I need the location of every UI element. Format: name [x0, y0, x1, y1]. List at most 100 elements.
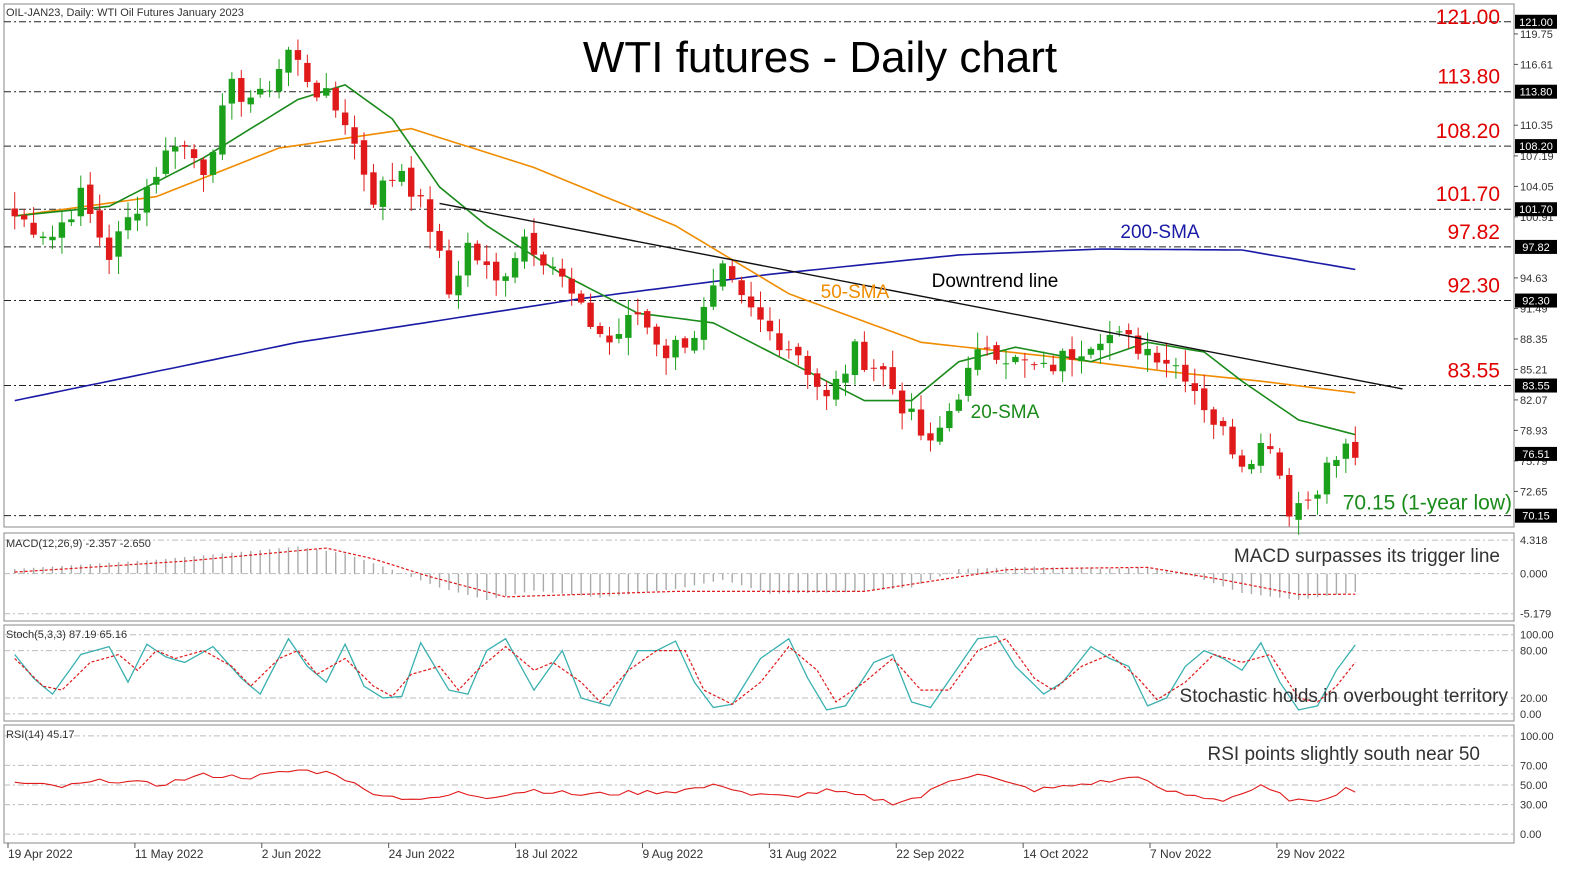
- stoch-tick-label-1: 80.00: [1520, 646, 1548, 658]
- candle-body: [615, 334, 623, 339]
- candle-body: [823, 389, 830, 397]
- y-tick-label-4: 104.05: [1520, 181, 1554, 193]
- candle-body: [738, 280, 745, 296]
- candle-body: [1002, 363, 1010, 365]
- candle-body: [776, 333, 783, 351]
- candle-body: [483, 261, 490, 266]
- rsi-annotation: RSI points slightly south near 50: [1208, 744, 1481, 765]
- macd-tick-label-1: 0.000: [1520, 569, 1548, 581]
- candle-body: [1210, 409, 1217, 425]
- candle-body: [172, 146, 179, 152]
- candle-body: [1021, 359, 1029, 361]
- candle-body: [1257, 443, 1265, 466]
- candle-body: [502, 276, 509, 281]
- candle-body: [729, 266, 736, 279]
- candle-body: [200, 159, 207, 176]
- stoch-annotation: Stochastic holds in overbought territory: [1180, 686, 1509, 707]
- rsi-series: 100.00 70.00 50.00 30.00 0.00: [4, 731, 1554, 841]
- price-box-0: [1515, 14, 1557, 29]
- candle-body: [587, 302, 594, 327]
- time-axis: 19 Apr 2022 11 May 2022 2 Jun 2022 24 Jun 2…: [7, 843, 1345, 861]
- x-tick-label-1: 11 May 2022: [135, 847, 204, 861]
- candle-body: [662, 345, 670, 359]
- candle-body: [1153, 352, 1161, 363]
- price-box-3: [1515, 202, 1557, 217]
- candle-body: [559, 268, 566, 277]
- candle-body: [1125, 330, 1132, 335]
- candle-body: [851, 341, 859, 376]
- candle-body: [946, 411, 953, 429]
- x-tick-label-8: 14 Oct 2022: [1023, 847, 1089, 861]
- candle-body: [804, 355, 811, 375]
- macd-series: 4.318 0.000 -5.179: [4, 535, 1551, 621]
- candle-body: [577, 293, 585, 303]
- candle-body: [861, 341, 868, 370]
- candle-body: [1191, 383, 1198, 391]
- downtrend-label: Downtrend line: [932, 271, 1059, 292]
- price-box-1: [1515, 84, 1557, 99]
- level-label-4: 97.82: [1447, 221, 1500, 244]
- candle-body: [1163, 359, 1170, 364]
- y-tick-label-6: 94.63: [1520, 273, 1548, 285]
- candle-body: [1295, 503, 1302, 520]
- candle-body: [77, 187, 85, 217]
- candle-body: [247, 97, 254, 105]
- candle-body: [1229, 426, 1236, 455]
- candle-body: [1116, 331, 1123, 333]
- price-box-8: [1515, 508, 1557, 523]
- y-tick-label-3: 107.19: [1520, 151, 1554, 163]
- candle-body: [795, 346, 802, 356]
- candle-body: [700, 306, 708, 340]
- stoch-tick-label-2: 20.00: [1520, 693, 1548, 705]
- candle-body: [1267, 446, 1274, 450]
- candle-body: [540, 254, 547, 266]
- candle-body: [521, 236, 528, 262]
- candle-body: [341, 112, 349, 126]
- y-tick-label-10: 82.07: [1520, 395, 1548, 407]
- candle-body: [464, 242, 472, 276]
- candle-body: [162, 150, 169, 174]
- instrument-label: OIL-JAN23, Daily: WTI Oil Futures Januar…: [6, 7, 244, 19]
- price-box-label-7: 76.51: [1522, 449, 1550, 461]
- candle-body: [1333, 459, 1340, 466]
- sma200-label: 200-SMA: [1120, 222, 1200, 243]
- candle-body: [58, 222, 66, 238]
- candle-body: [408, 167, 415, 197]
- x-tick-label-6: 31 Aug 2022: [769, 847, 837, 861]
- candle-body: [332, 87, 339, 111]
- x-tick-label-4: 18 Jul 2022: [516, 847, 578, 861]
- candle-body: [653, 326, 660, 345]
- candle-body: [1219, 420, 1227, 427]
- candle-body: [360, 140, 368, 175]
- candle-body: [1097, 343, 1104, 351]
- price-box-2: [1515, 139, 1557, 154]
- candle-body: [492, 261, 500, 281]
- candle-body: [747, 296, 755, 308]
- candle-body: [1285, 474, 1293, 517]
- macd-tick-label-2: -5.179: [1520, 609, 1551, 621]
- candle-body: [323, 88, 330, 96]
- x-tick-label-3: 24 Jun 2022: [389, 847, 455, 861]
- price-box-label-4: 97.82: [1522, 242, 1550, 254]
- candle-body: [936, 427, 944, 442]
- price-axis: 119.75116.61110.35107.19104.05100.9194.6…: [1514, 14, 1557, 523]
- candle-body: [105, 237, 113, 260]
- candle-body: [549, 266, 557, 269]
- downtrend-line-group: [439, 202, 1403, 390]
- sma-line-0: [14, 248, 1356, 402]
- sma20-label: 20-SMA: [971, 402, 1040, 423]
- stoch-d-line: [14, 637, 1356, 706]
- price-box-label-0: 121.00: [1519, 17, 1553, 29]
- candle-body: [1078, 356, 1085, 362]
- price-box-4: [1515, 239, 1557, 254]
- downtrend-line: [439, 202, 1403, 390]
- candle-body: [908, 408, 915, 412]
- candle-body: [11, 208, 18, 217]
- candle-body: [644, 311, 651, 328]
- rsi-tick-label-1: 70.00: [1520, 760, 1548, 772]
- x-tick-label-2: 2 Jun 2022: [262, 847, 322, 861]
- y-tick-label-13: 72.65: [1520, 486, 1548, 498]
- candle-body: [370, 172, 377, 205]
- horizontal-levels: 121.00 113.80 108.20 101.70 97.82 92.30 83.55 7…: [4, 6, 1514, 517]
